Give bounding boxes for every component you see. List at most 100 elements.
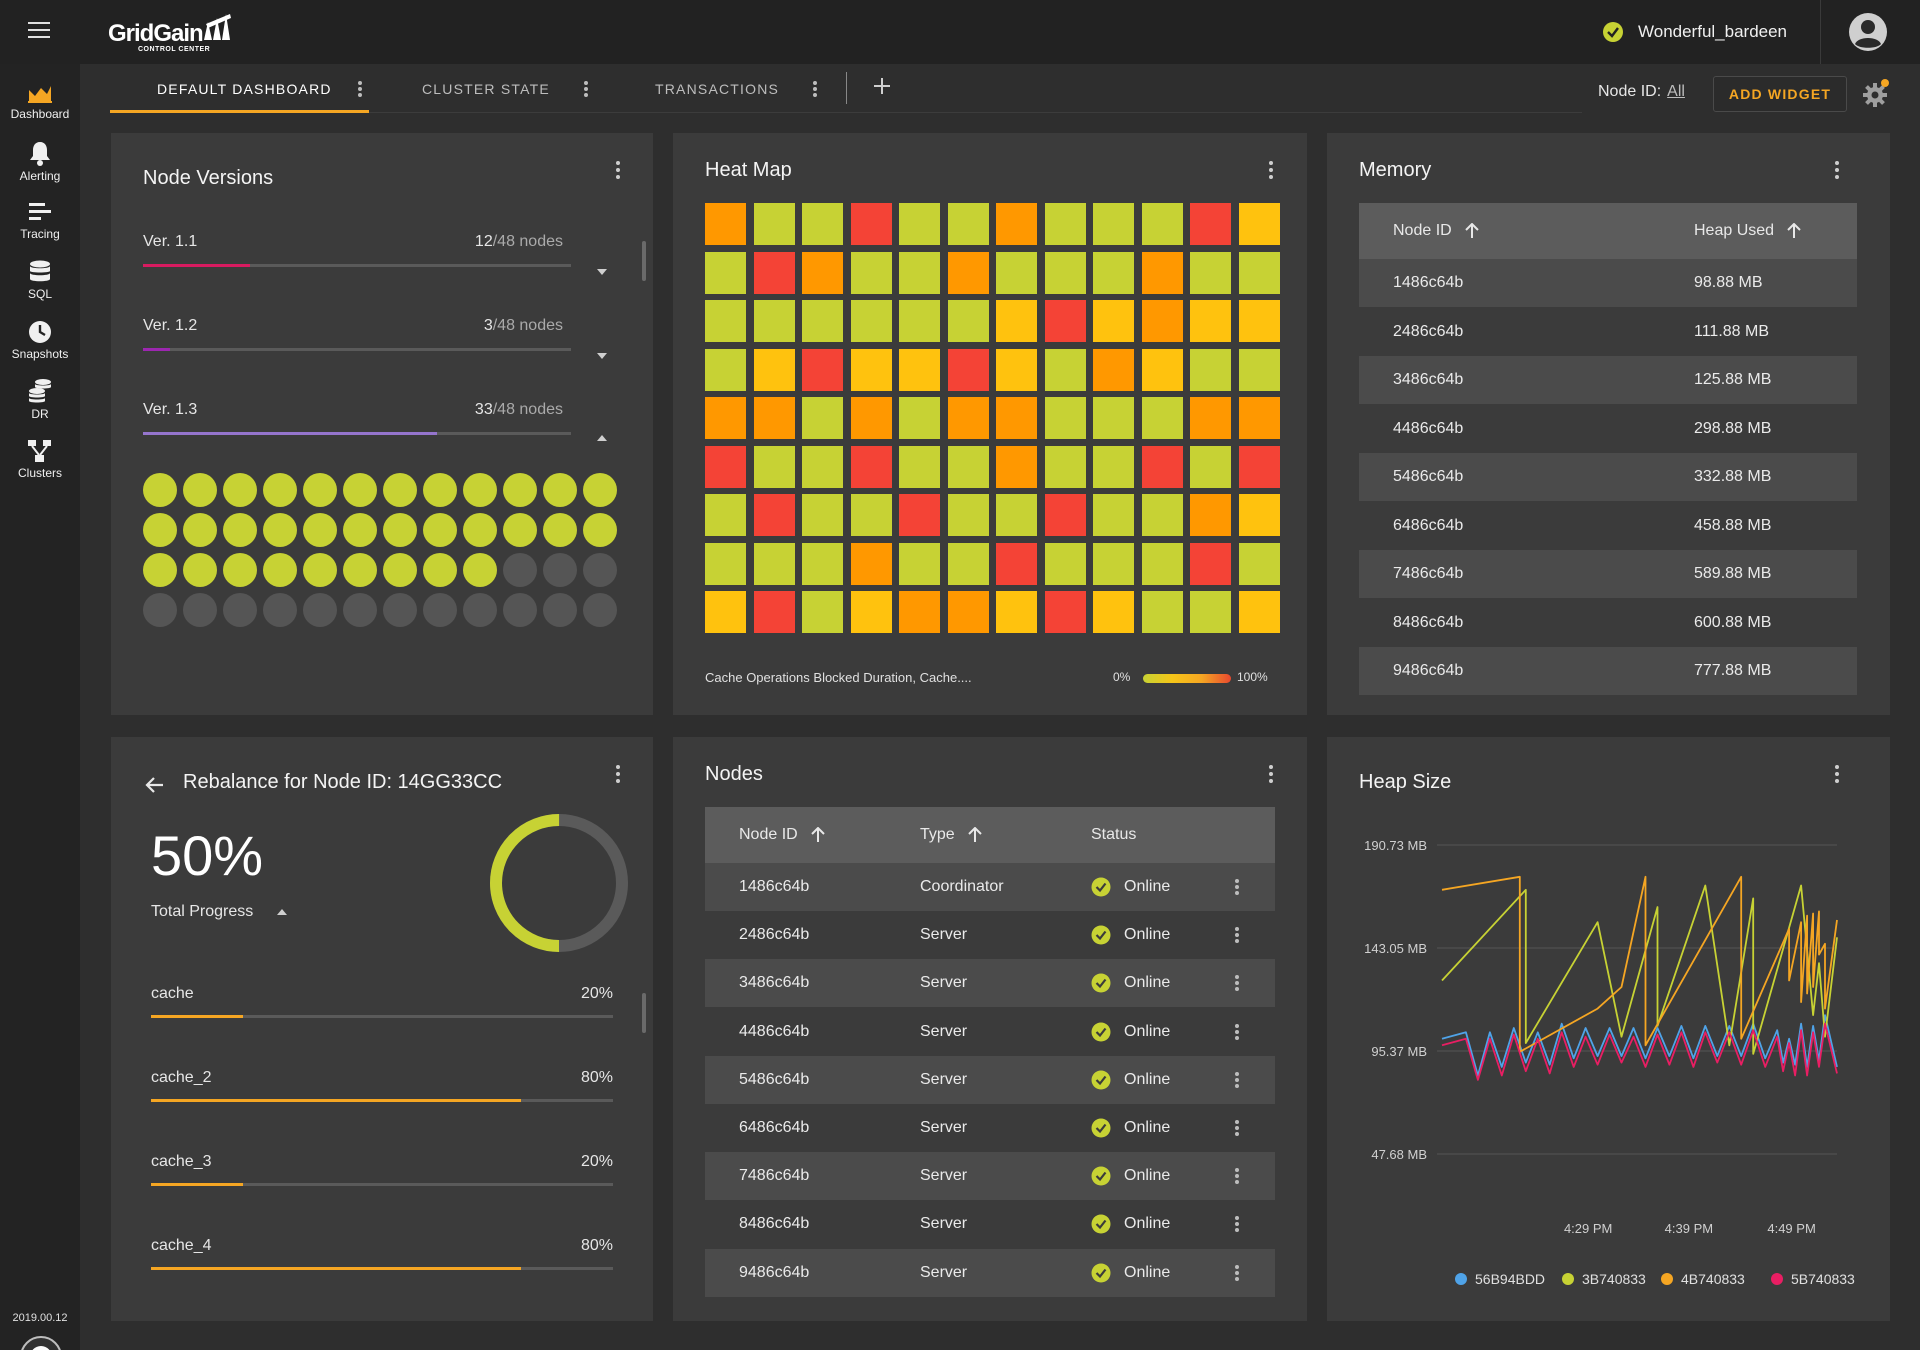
node-dot-active[interactable] <box>543 513 577 547</box>
table-row[interactable]: 3486c64b 125.88 MB <box>1359 356 1857 404</box>
heat-map-cell[interactable] <box>1238 251 1280 294</box>
heat-map-cell[interactable] <box>705 203 746 245</box>
column-header-heap-used[interactable]: Heap Used <box>1694 203 1802 259</box>
hamburger-menu-icon[interactable] <box>28 22 50 42</box>
heat-map-cell[interactable] <box>1141 591 1183 633</box>
row-menu-icon[interactable] <box>1235 1056 1239 1104</box>
heat-map-cell[interactable] <box>1190 348 1231 391</box>
table-row[interactable]: 2486c64b Server Online <box>705 911 1275 959</box>
heat-map-cell[interactable] <box>1190 445 1231 488</box>
heat-map-cell[interactable] <box>899 494 940 536</box>
node-dot-active[interactable] <box>503 513 537 547</box>
heat-map-cell[interactable] <box>1190 251 1231 294</box>
table-row[interactable]: 1486c64b Coordinator Online <box>705 863 1275 911</box>
heat-map-cell[interactable] <box>947 348 989 391</box>
scrollbar-thumb[interactable] <box>642 993 646 1033</box>
heat-map-cell[interactable] <box>1044 591 1086 633</box>
heat-map-cell[interactable] <box>899 397 940 439</box>
heat-map-cell[interactable] <box>899 591 940 633</box>
series-line[interactable] <box>1441 875 1838 1053</box>
heat-map-cell[interactable] <box>1093 445 1134 488</box>
heat-map-cell[interactable] <box>1238 542 1280 585</box>
heat-map-cell[interactable] <box>705 494 746 536</box>
back-arrow-icon[interactable] <box>145 775 165 795</box>
scrollbar-thumb[interactable] <box>642 241 646 281</box>
heat-map-cell[interactable] <box>850 251 892 294</box>
heat-map-cell[interactable] <box>1044 397 1086 439</box>
widget-menu-icon[interactable] <box>616 161 622 179</box>
sidebar-item-sql[interactable]: SQL <box>0 260 80 301</box>
heat-map-cell[interactable] <box>1238 591 1280 633</box>
heat-map-cell[interactable] <box>899 348 940 391</box>
heat-map-cell[interactable] <box>1044 203 1086 245</box>
heat-map-cell[interactable] <box>947 251 989 294</box>
heat-map-cell[interactable] <box>1238 348 1280 391</box>
node-dot-active[interactable] <box>343 553 377 587</box>
heat-map-cell[interactable] <box>996 348 1037 391</box>
legend-item[interactable]: 56B94BDD <box>1455 1271 1545 1287</box>
node-dot-active[interactable] <box>223 513 257 547</box>
series-line[interactable] <box>1441 884 1838 1055</box>
heat-map-cell[interactable] <box>753 591 795 633</box>
heat-map-cell[interactable] <box>705 348 746 391</box>
node-dot-active[interactable] <box>383 553 417 587</box>
heat-map-cell[interactable] <box>996 445 1037 488</box>
heat-map-cell[interactable] <box>802 494 843 536</box>
heat-map-cell[interactable] <box>1093 494 1134 536</box>
sidebar-item-tracing[interactable]: Tracing <box>0 200 80 241</box>
heat-map-cell[interactable] <box>1044 494 1086 536</box>
row-menu-icon[interactable] <box>1235 1008 1239 1056</box>
heat-map-cell[interactable] <box>1044 348 1086 391</box>
heat-map-cell[interactable] <box>753 348 795 391</box>
heat-map-cell[interactable] <box>947 494 989 536</box>
add-tab-icon[interactable] <box>872 76 892 96</box>
widget-menu-icon[interactable] <box>1269 161 1275 179</box>
node-dot-active[interactable] <box>543 473 577 507</box>
node-dot-inactive[interactable] <box>303 593 337 627</box>
table-row[interactable]: 6486c64b Server Online <box>705 1104 1275 1152</box>
heat-map-cell[interactable] <box>850 203 892 245</box>
legend-item[interactable]: 4B740833 <box>1661 1271 1745 1287</box>
collapse-caret-icon[interactable] <box>277 909 287 915</box>
heat-map-cell[interactable] <box>1141 445 1183 488</box>
row-menu-icon[interactable] <box>1235 959 1239 1007</box>
table-row[interactable]: 9486c64b Server Online <box>705 1248 1275 1297</box>
heat-map-cell[interactable] <box>1190 542 1231 585</box>
sidebar-item-clusters[interactable]: Clusters <box>0 439 80 480</box>
node-dot-active[interactable] <box>263 513 297 547</box>
heat-map-cell[interactable] <box>802 542 843 585</box>
node-dot-active[interactable] <box>143 473 177 507</box>
table-row[interactable]: 3486c64b Server Online <box>705 959 1275 1008</box>
avatar-icon[interactable] <box>1849 13 1887 51</box>
heat-map-cell[interactable] <box>899 542 940 585</box>
heat-map-cell[interactable] <box>1044 542 1086 585</box>
heat-map-cell[interactable] <box>1093 300 1134 342</box>
node-dot-active[interactable] <box>423 553 457 587</box>
heat-map-cell[interactable] <box>996 251 1037 294</box>
heat-map-cell[interactable] <box>947 445 989 488</box>
node-dot-inactive[interactable] <box>543 593 577 627</box>
heat-map-cell[interactable] <box>1044 300 1086 342</box>
row-menu-icon[interactable] <box>1235 911 1239 959</box>
heat-map-cell[interactable] <box>753 203 795 245</box>
heat-map-cell[interactable] <box>1141 397 1183 439</box>
heat-map-cell[interactable] <box>996 494 1037 536</box>
table-row[interactable]: 8486c64b 600.88 MB <box>1359 599 1857 647</box>
node-dot-active[interactable] <box>143 513 177 547</box>
node-dot-active[interactable] <box>463 553 497 587</box>
row-menu-icon[interactable] <box>1235 863 1239 911</box>
row-menu-icon[interactable] <box>1235 1152 1239 1200</box>
heat-map-cell[interactable] <box>1141 203 1183 245</box>
node-dot-active[interactable] <box>303 553 337 587</box>
row-menu-icon[interactable] <box>1235 1249 1239 1297</box>
node-dot-active[interactable] <box>183 553 217 587</box>
node-dot-inactive[interactable] <box>223 593 257 627</box>
heat-map-cell[interactable] <box>1141 494 1183 536</box>
table-row[interactable]: 5486c64b 332.88 MB <box>1359 453 1857 501</box>
expand-caret-icon[interactable] <box>597 353 607 359</box>
node-dot-active[interactable] <box>503 473 537 507</box>
node-dot-active[interactable] <box>183 473 217 507</box>
node-dot-active[interactable] <box>223 473 257 507</box>
heat-map-cell[interactable] <box>802 348 843 391</box>
heat-map-cell[interactable] <box>996 203 1037 245</box>
